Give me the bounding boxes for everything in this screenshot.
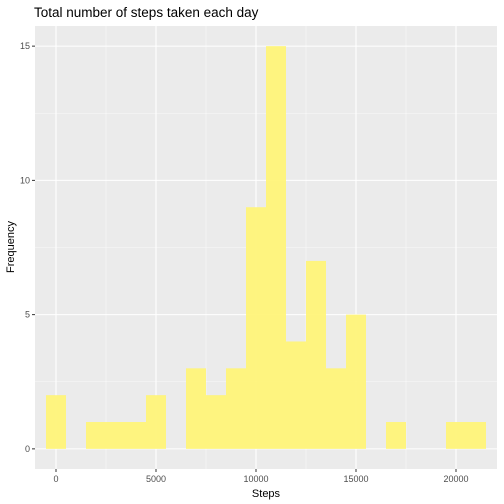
histogram-bar (326, 368, 346, 449)
histogram-bar (206, 395, 226, 449)
y-tick-label: 15 (20, 41, 30, 51)
histogram-bar (146, 395, 166, 449)
histogram-bar (246, 207, 266, 449)
y-axis: 0 5 10 15 (20, 41, 35, 454)
y-axis-title: Frequency (5, 221, 17, 273)
chart-title: Total number of steps taken each day (34, 5, 259, 20)
x-tick-label: 10000 (243, 474, 268, 484)
histogram-bar (286, 341, 306, 449)
histogram-bar (46, 395, 66, 449)
y-tick-label: 5 (25, 310, 30, 320)
y-tick-label: 10 (20, 175, 30, 185)
x-tick-label: 15000 (343, 474, 368, 484)
x-axis-title: Steps (252, 488, 281, 500)
histogram-bar (226, 368, 246, 449)
histogram-bar (186, 368, 206, 449)
histogram-bar (106, 422, 126, 449)
histogram-bar (346, 314, 366, 449)
x-tick-label: 0 (53, 474, 58, 484)
histogram-bar (466, 422, 486, 449)
histogram-bar (86, 422, 106, 449)
histogram-bars (46, 46, 486, 449)
histogram-bar (266, 46, 286, 449)
x-tick-label: 5000 (146, 474, 166, 484)
x-axis: 0 5000 10000 15000 20000 (53, 469, 469, 484)
y-tick-label: 0 (25, 444, 30, 454)
histogram-bar (126, 422, 146, 449)
histogram-bar (386, 422, 406, 449)
x-tick-label: 20000 (443, 474, 468, 484)
histogram-bar (306, 260, 326, 449)
histogram-bar (446, 422, 466, 449)
